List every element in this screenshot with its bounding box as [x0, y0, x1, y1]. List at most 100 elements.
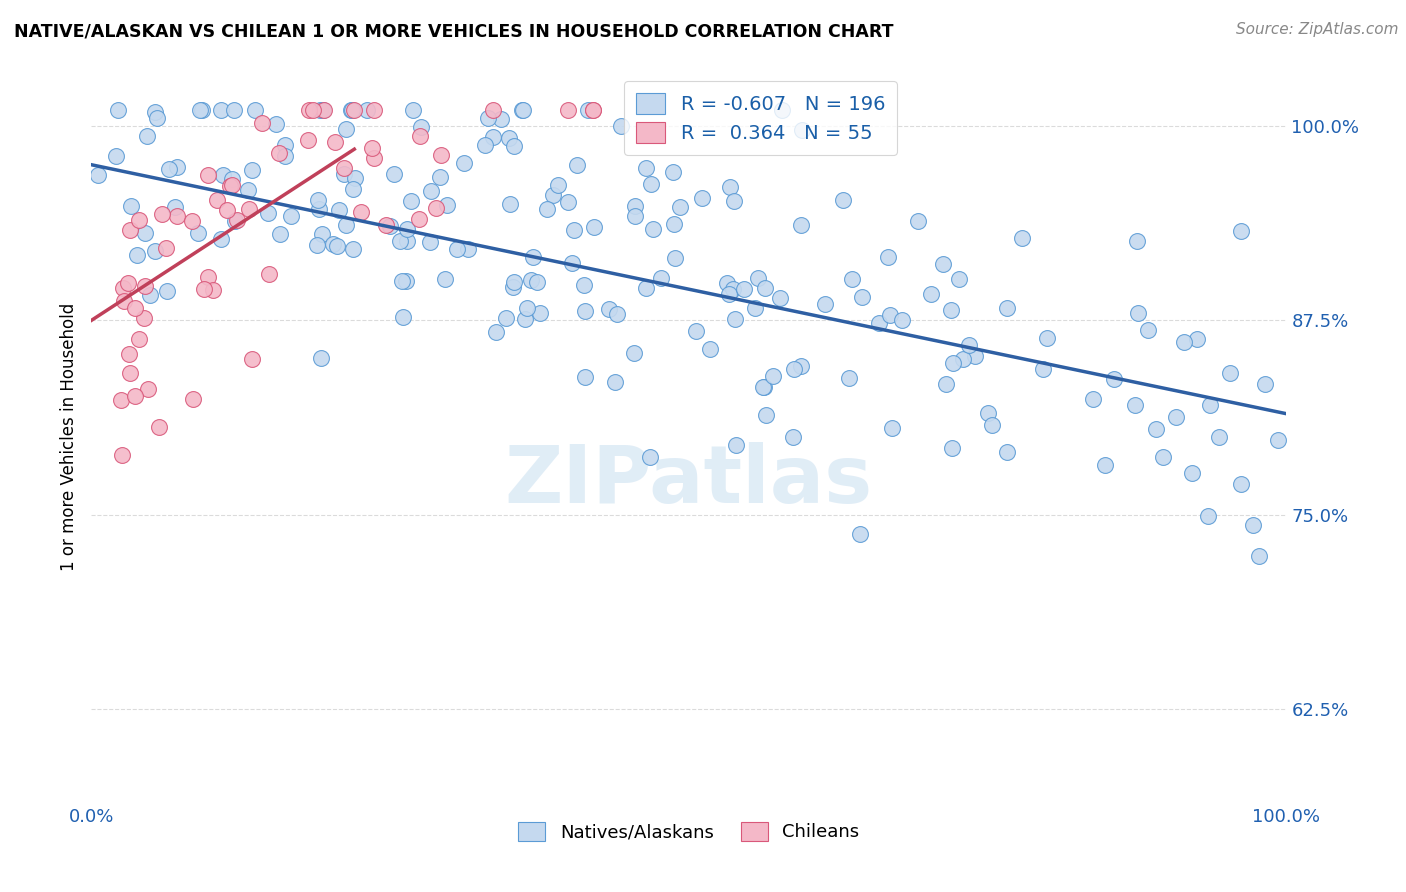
Point [202, 284, 225, 298]
Point [574, 303, 596, 318]
Point [718, 180, 741, 194]
Point [335, 218, 357, 232]
Point [120, 223, 142, 237]
Point [343, 103, 366, 118]
Point [269, 227, 291, 241]
Point [690, 191, 713, 205]
Point [224, 213, 246, 227]
Point [699, 342, 721, 356]
Point [350, 205, 373, 219]
Point [420, 184, 443, 198]
Point [138, 288, 160, 302]
Point [582, 103, 605, 118]
Point [87, 168, 110, 182]
Point [578, 103, 600, 118]
Point [1267, 433, 1289, 447]
Point [104, 149, 127, 163]
Point [143, 244, 166, 259]
Point [446, 243, 468, 257]
Point [841, 271, 863, 285]
Point [716, 277, 738, 291]
Point [245, 103, 267, 118]
Point [522, 251, 544, 265]
Point [155, 241, 177, 255]
Point [197, 269, 219, 284]
Point [1035, 331, 1057, 345]
Point [209, 103, 232, 118]
Point [547, 178, 569, 193]
Point [754, 281, 776, 295]
Point [498, 131, 520, 145]
Point [111, 281, 134, 295]
Point [311, 103, 333, 118]
Point [1208, 430, 1230, 444]
Point [322, 236, 344, 251]
Point [297, 133, 319, 147]
Point [981, 417, 1004, 432]
Point [995, 445, 1018, 459]
Point [907, 213, 929, 227]
Point [221, 171, 243, 186]
Point [1173, 334, 1195, 349]
Point [132, 310, 155, 325]
Point [664, 251, 686, 265]
Point [474, 137, 496, 152]
Point [790, 218, 813, 232]
Point [1094, 458, 1116, 473]
Point [311, 351, 333, 366]
Point [219, 179, 242, 194]
Point [328, 202, 350, 217]
Point [333, 161, 356, 176]
Point [302, 103, 325, 118]
Point [429, 147, 451, 161]
Point [112, 294, 135, 309]
Point [661, 165, 683, 179]
Point [1241, 518, 1264, 533]
Point [510, 103, 533, 118]
Point [117, 276, 139, 290]
Point [326, 238, 349, 252]
Point [495, 310, 517, 325]
Point [314, 103, 336, 118]
Point [311, 227, 333, 241]
Point [274, 149, 297, 163]
Point [396, 235, 419, 249]
Point [408, 129, 430, 144]
Point [1164, 410, 1187, 425]
Point [382, 168, 405, 182]
Y-axis label: 1 or more Vehicles in Household: 1 or more Vehicles in Household [59, 303, 77, 571]
Point [180, 214, 202, 228]
Point [1197, 509, 1219, 524]
Point [120, 199, 142, 213]
Point [1230, 224, 1253, 238]
Point [181, 392, 204, 407]
Point [520, 272, 543, 286]
Point [957, 338, 980, 352]
Point [150, 207, 173, 221]
Point [118, 347, 141, 361]
Point [402, 103, 425, 118]
Point [408, 212, 430, 227]
Text: Source: ZipAtlas.com: Source: ZipAtlas.com [1236, 22, 1399, 37]
Point [221, 178, 243, 193]
Point [561, 256, 583, 270]
Point [952, 351, 974, 366]
Point [163, 200, 186, 214]
Point [1123, 398, 1146, 412]
Point [222, 103, 245, 118]
Point [838, 371, 860, 385]
Point [391, 274, 413, 288]
Point [197, 168, 219, 182]
Point [640, 177, 662, 191]
Point [308, 202, 330, 217]
Point [134, 226, 156, 240]
Point [526, 275, 548, 289]
Point [516, 301, 538, 315]
Point [662, 217, 685, 231]
Point [155, 284, 177, 298]
Point [723, 282, 745, 296]
Point [148, 420, 170, 434]
Point [124, 301, 146, 316]
Point [269, 145, 291, 160]
Point [752, 379, 775, 393]
